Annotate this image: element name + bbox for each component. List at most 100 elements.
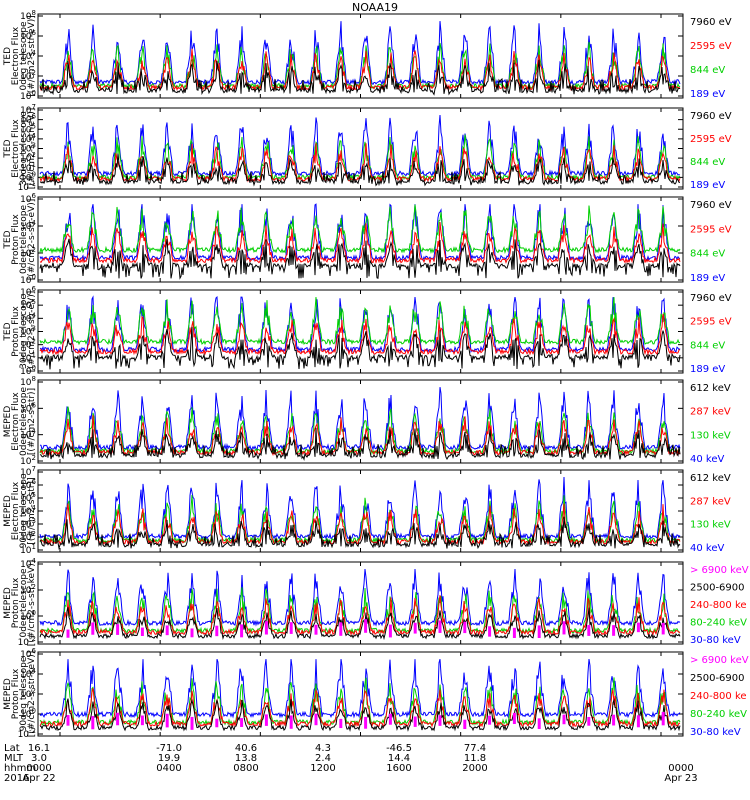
- y-tick-label: 103: [20, 325, 36, 338]
- y-tick-label: 105: [20, 122, 36, 135]
- legend-entry: 612 keV: [690, 383, 731, 394]
- legend-entry: 240-800 ke: [690, 600, 747, 611]
- y-tick-label: 104: [20, 219, 36, 232]
- legend-entry: 189 eV: [690, 180, 725, 191]
- mlt-value: 13.8: [234, 753, 258, 764]
- y-tick-label: 102: [20, 246, 36, 259]
- trace-black: [39, 698, 681, 732]
- legend-entry: > 6900 keV: [690, 655, 749, 666]
- y-tick-label: 102: [20, 338, 36, 351]
- hhmm-value: 2000: [462, 763, 488, 774]
- lat-value: 16.1: [27, 743, 51, 754]
- y-tick-label: 107: [20, 465, 36, 478]
- trace-blue: [40, 295, 681, 354]
- trace-black: [39, 516, 681, 551]
- legend-entry: 844 eV: [690, 157, 725, 168]
- y-tick-label: 100: [20, 273, 36, 286]
- y-tick-label: 106: [20, 113, 36, 126]
- trace-red: [39, 48, 681, 92]
- mlt-value: 3.0: [31, 753, 47, 764]
- legend-entry: 7960 eV: [690, 17, 732, 28]
- y-tick-label: 100: [20, 707, 36, 720]
- y-tick-label: 106: [20, 401, 36, 414]
- y-axis-label: TEDProton Flux30deg telescope[(#/cm2-s-s…: [3, 291, 37, 373]
- legend-entry: 2595 eV: [690, 41, 732, 52]
- y-tick-label: 102: [20, 454, 36, 467]
- trace-blue: [39, 476, 681, 541]
- legend-entry: 40 keV: [690, 454, 724, 465]
- legend-entry: 189 eV: [690, 273, 725, 284]
- hhmm-value: 0000: [26, 763, 52, 774]
- y-tick-label: 104: [20, 49, 36, 62]
- hhmm-value: 1200: [310, 763, 336, 774]
- y-tick-label: 102: [20, 530, 36, 543]
- legend-entry: 287 keV: [690, 407, 731, 418]
- mlt-value: 14.4: [387, 753, 411, 764]
- trace-red: [39, 415, 681, 457]
- y-tick-label: 103: [20, 142, 36, 155]
- y-axis-label: TEDProton Flux0deg telescope[(#/cm2-s-st…: [3, 199, 37, 281]
- y-tick-label: 102: [20, 687, 36, 700]
- y-tick-label: 107: [20, 103, 36, 116]
- y-axis-label: TEDElectron Flux30deg telescope[(#/cm2-s…: [3, 108, 37, 190]
- y-tick-label: 108: [20, 9, 36, 22]
- mlt-value: 11.8: [463, 753, 487, 764]
- hhmm-value: 1600: [386, 763, 412, 774]
- legend-entry: 240-800 ke: [690, 691, 747, 702]
- y-tick-label: 104: [20, 311, 36, 324]
- legend-entry: 40 keV: [690, 543, 724, 554]
- trace-red: [39, 313, 681, 356]
- legend-entry: 80-240 keV: [690, 709, 747, 720]
- legend-entry: 30-80 keV: [690, 635, 741, 646]
- legend-entry: 844 eV: [690, 65, 725, 76]
- hhmm-value: 0400: [156, 763, 182, 774]
- y-tick-label: 104: [20, 557, 36, 570]
- legend-entry: 80-240 keV: [690, 618, 747, 629]
- trace-black: [39, 238, 681, 280]
- lat-value: 4.3: [315, 743, 331, 754]
- legend-entry: 2500-6900: [690, 583, 745, 594]
- legend-entry: 189 eV: [690, 89, 725, 100]
- legend-entry: 7960 eV: [690, 200, 732, 211]
- hhmm-row-label: hhmm: [4, 763, 37, 774]
- trace-green: [39, 297, 681, 346]
- legend-entry: 612 keV: [690, 473, 731, 484]
- y-tick-label: 100: [20, 89, 36, 102]
- y-axis-label: MEPEDElectron Flux0deg telescope[(#/cm2-…: [3, 387, 37, 457]
- y-tick-label: 106: [20, 29, 36, 42]
- y-tick-label: 104: [20, 667, 36, 680]
- trace-black: [39, 427, 681, 462]
- trace-black: [39, 59, 681, 96]
- legend-entry: 30-80 keV: [690, 727, 741, 738]
- y-axis-label: MEPEDProton Flux90deg telescope[(#/cm2-s…: [3, 651, 37, 737]
- trace-black: [39, 607, 681, 641]
- legend-entry: 844 eV: [690, 249, 725, 260]
- y-tick-label: 106: [20, 192, 36, 205]
- trace-blue: [39, 21, 681, 86]
- y-tick-label: 104: [20, 428, 36, 441]
- time-axis-labels: Lat MLT hhmm 2016 16.1 3.0 0000 Apr 22 -…: [0, 742, 750, 800]
- y-tick-label: 105: [20, 491, 36, 504]
- y-tick-label: 108: [20, 375, 36, 388]
- trace-blue: [39, 568, 681, 627]
- y-tick-label: 104: [20, 132, 36, 145]
- lat-value: 40.6: [234, 743, 258, 754]
- legend-entry: 2595 eV: [690, 224, 732, 235]
- trace-blue: [39, 658, 681, 719]
- legend-entry: 130 keV: [690, 520, 731, 531]
- y-tick-label: 10-2: [18, 727, 36, 740]
- panel-2: 10-1100101102103104105106107TEDElectron …: [3, 103, 732, 193]
- lat-row-label: Lat: [4, 743, 20, 754]
- legend-entry: 2595 eV: [690, 317, 732, 328]
- y-tick-label: 103: [20, 517, 36, 530]
- y-tick-label: 105: [20, 298, 36, 311]
- lat-value: -71.0: [156, 743, 182, 754]
- trace-green: [39, 204, 681, 255]
- trace-red: [39, 595, 681, 637]
- hhmm-value: 0800: [233, 763, 259, 774]
- mlt-row-label: MLT: [4, 753, 23, 764]
- y-tick-label: 101: [20, 161, 36, 174]
